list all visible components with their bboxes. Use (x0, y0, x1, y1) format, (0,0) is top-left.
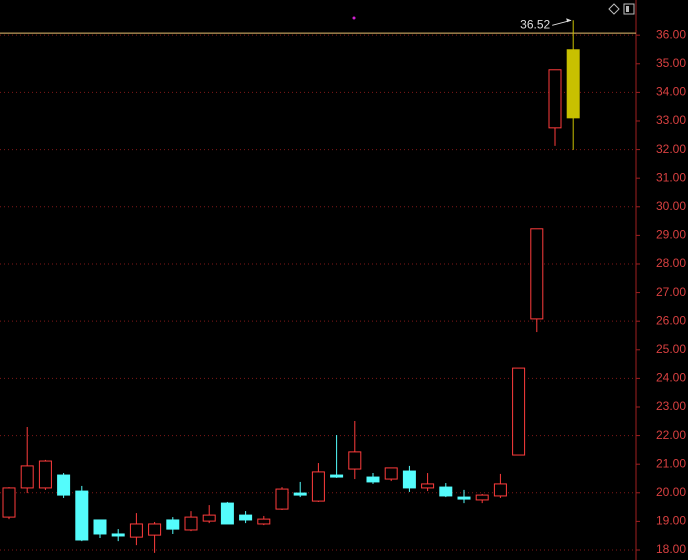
y-tick-label: 20.00 (656, 485, 686, 499)
candle-body (202, 514, 216, 522)
y-tick-label: 23.00 (656, 399, 686, 413)
candle-body (475, 494, 489, 501)
y-tick-label: 31.00 (656, 170, 686, 184)
candle-body (366, 476, 380, 483)
y-tick-label: 30.00 (656, 199, 686, 213)
y-tick-label: 18.00 (656, 542, 686, 556)
y-tick-label: 29.00 (656, 228, 686, 242)
y-tick-label: 24.00 (656, 371, 686, 385)
candle-body (457, 496, 471, 500)
candle-body (293, 492, 307, 496)
candle-body (530, 228, 544, 320)
candle-body (166, 519, 180, 530)
candle-body (257, 518, 271, 525)
y-tick-label: 28.00 (656, 256, 686, 270)
diamond-icon[interactable] (608, 3, 620, 15)
candle-body (93, 519, 107, 535)
candle-body (566, 49, 580, 119)
candle-body (239, 514, 253, 521)
candle-body (20, 465, 34, 489)
y-tick-label: 34.00 (656, 85, 686, 99)
candle-body (184, 516, 198, 531)
y-tick-label: 26.00 (656, 313, 686, 327)
candle-body (348, 451, 362, 470)
candle-body (38, 460, 52, 489)
candle-body (439, 486, 453, 497)
annotation-arrowhead (566, 18, 572, 23)
candle-body (129, 523, 143, 538)
candle-body (421, 483, 435, 489)
y-tick-label: 27.00 (656, 285, 686, 299)
candle-body (148, 523, 162, 536)
candle-body (57, 474, 71, 496)
candle-body (75, 490, 89, 541)
y-tick-label: 32.00 (656, 142, 686, 156)
candle-body (402, 470, 416, 489)
high-annotation: 36.52 (520, 17, 550, 31)
y-tick-label: 35.00 (656, 56, 686, 70)
candle-body (493, 483, 507, 497)
y-tick-label: 33.00 (656, 113, 686, 127)
window-icon-part (626, 6, 629, 12)
y-tick-label: 21.00 (656, 456, 686, 470)
y-tick-label: 25.00 (656, 342, 686, 356)
candle-body (2, 487, 16, 518)
window-icon[interactable] (623, 3, 635, 15)
candle-body (111, 533, 125, 537)
candle-body (220, 502, 234, 525)
candle-body (330, 474, 344, 478)
marker-dot (352, 16, 356, 20)
y-tick-label: 22.00 (656, 428, 686, 442)
candle-body (548, 69, 562, 129)
candle-body (512, 367, 526, 456)
candle-body (311, 471, 325, 502)
y-tick-label: 36.00 (656, 27, 686, 41)
candle-body (384, 467, 398, 480)
y-tick-label: 19.00 (656, 514, 686, 528)
candle-body (275, 488, 289, 510)
